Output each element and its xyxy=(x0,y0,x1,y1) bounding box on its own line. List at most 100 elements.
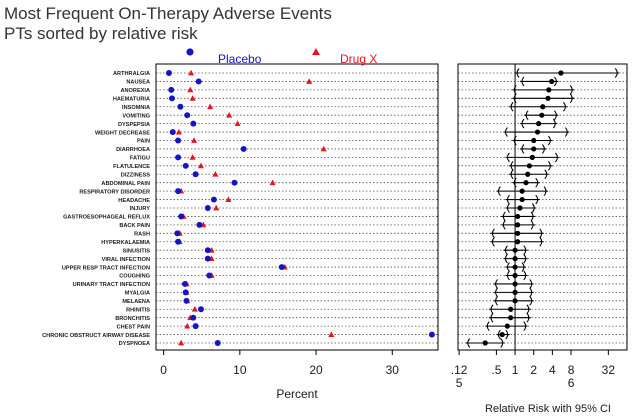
category-label: NAUSEA xyxy=(126,80,150,86)
rr-estimate-point xyxy=(512,256,518,262)
drug-point xyxy=(189,95,196,101)
ci-lower-cap xyxy=(502,220,506,230)
placebo-point xyxy=(197,306,204,313)
legend-placebo-marker xyxy=(186,48,194,56)
drug-point xyxy=(175,128,182,135)
category-label: HYPERKALAEMIA xyxy=(101,240,150,246)
ci-lower-cap xyxy=(506,194,510,205)
rr-estimate-point xyxy=(515,230,521,236)
drug-point xyxy=(306,78,313,84)
placebo-point xyxy=(204,247,211,254)
placebo-point xyxy=(278,264,285,271)
placebo-point xyxy=(428,331,435,338)
legend-placebo-label: Placebo xyxy=(218,52,262,66)
drug-point xyxy=(207,103,214,110)
placebo-point xyxy=(204,255,211,262)
x-tick-label: 30 xyxy=(386,363,400,377)
ci-lower-cap xyxy=(490,312,494,323)
ci-upper-cap xyxy=(543,186,547,196)
ci-lower-cap xyxy=(504,245,508,256)
ci-lower-cap xyxy=(497,186,501,196)
rr-estimate-point xyxy=(525,171,531,177)
placebo-point xyxy=(175,238,182,245)
chart-title: Most Frequent On-Therapy Adverse Events xyxy=(4,4,332,23)
rr-estimate-point xyxy=(531,137,537,144)
ci-upper-cap xyxy=(529,279,533,289)
ci-lower-cap xyxy=(502,211,506,222)
ci-lower-cap xyxy=(521,76,525,87)
rr-estimate-point xyxy=(504,323,510,329)
left-plot-frame xyxy=(155,63,439,351)
placebo-point xyxy=(204,205,211,211)
drug-point xyxy=(191,306,198,312)
ci-lower-cap xyxy=(486,321,490,331)
placebo-point xyxy=(214,340,221,346)
ci-lower-cap xyxy=(497,329,501,340)
category-label: DYSPNOEA xyxy=(119,341,150,347)
rr-estimate-point xyxy=(499,331,505,338)
placebo-point xyxy=(182,289,189,296)
rr-estimate-point xyxy=(512,264,518,270)
rr-estimate-point xyxy=(512,298,518,304)
rr-estimate-point xyxy=(545,95,551,101)
rr-estimate-point xyxy=(546,87,552,93)
ci-upper-cap xyxy=(523,321,527,331)
placebo-point xyxy=(181,280,188,287)
category-label: RESPIRATORY DISORDER xyxy=(79,189,150,195)
ci-upper-cap xyxy=(541,144,545,154)
rr-estimate-point xyxy=(529,154,535,160)
rr-estimate-point xyxy=(508,315,514,321)
placebo-point xyxy=(210,196,217,203)
ci-upper-cap xyxy=(555,152,558,163)
rr-tick-label: 1 xyxy=(512,363,519,377)
category-label: BRONCHITIS xyxy=(115,316,150,322)
right-plot-frame xyxy=(457,63,628,351)
ci-lower-cap xyxy=(510,160,514,171)
category-label: VOMITING xyxy=(122,113,150,119)
placebo-point xyxy=(231,179,238,186)
placebo-point xyxy=(192,323,199,330)
rr-estimate-point xyxy=(517,205,523,211)
placebo-point xyxy=(174,230,181,237)
ci-lower-cap xyxy=(495,287,498,298)
ci-lower-cap xyxy=(467,338,471,348)
rr-estimate-point xyxy=(515,213,521,220)
placebo-point xyxy=(182,162,189,169)
ci-lower-cap xyxy=(513,85,517,95)
placebo-point xyxy=(177,103,184,110)
rr-estimate-point xyxy=(512,281,518,287)
placebo-point xyxy=(184,112,191,119)
category-label: URINARY TRACT INFECTION xyxy=(73,282,150,288)
category-label: BACK PAIN xyxy=(119,223,150,229)
placebo-point xyxy=(190,314,197,321)
ci-lower-cap xyxy=(506,203,510,213)
placebo-point xyxy=(169,129,176,136)
ci-lower-cap xyxy=(491,228,495,239)
ci-upper-cap xyxy=(539,228,543,239)
category-label: ARTHRALGIA xyxy=(113,71,150,77)
rr-estimate-point xyxy=(512,247,518,253)
category-label: SINUSITIS xyxy=(123,248,151,254)
ci-upper-cap xyxy=(523,253,527,264)
rr-estimate-point xyxy=(540,104,546,110)
x-axis-label: Percent xyxy=(276,387,318,401)
placebo-point xyxy=(178,213,185,220)
ci-upper-cap xyxy=(614,68,618,78)
ci-upper-cap xyxy=(553,76,557,87)
rr-estimate-point xyxy=(531,146,537,152)
legend-drug-marker xyxy=(312,48,320,55)
ci-upper-cap xyxy=(535,194,539,205)
ci-upper-cap xyxy=(531,203,535,213)
placebo-point xyxy=(206,272,213,279)
ci-lower-cap xyxy=(521,144,525,154)
ci-upper-cap xyxy=(530,220,534,230)
rr-estimate-point xyxy=(519,196,525,203)
drug-point xyxy=(189,154,196,160)
placebo-point xyxy=(175,188,182,195)
drug-point xyxy=(213,204,220,211)
ci-upper-cap xyxy=(521,262,525,272)
ci-lower-cap xyxy=(504,127,508,137)
rr-estimate-point xyxy=(534,129,541,135)
ci-upper-cap xyxy=(529,295,533,306)
ci-upper-cap xyxy=(523,270,527,281)
